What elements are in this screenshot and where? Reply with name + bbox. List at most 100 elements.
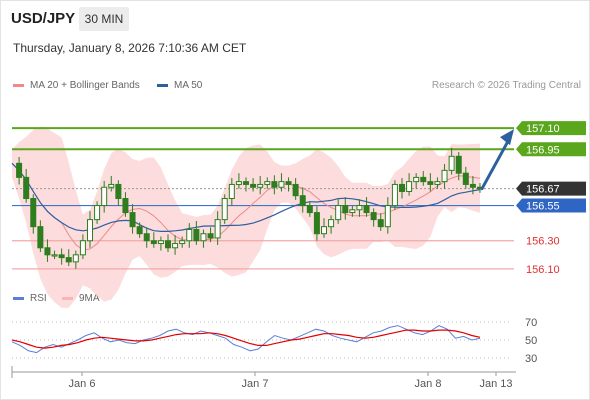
candle-body-12	[94, 205, 101, 221]
level-tag-156.55	[516, 198, 586, 213]
candle-body-7	[58, 254, 65, 259]
candle-body-63	[455, 155, 462, 174]
candle-body-9	[72, 254, 79, 263]
rsi-ma-line	[11, 329, 481, 349]
candle-body-58	[420, 176, 427, 183]
candle-body-56	[406, 181, 413, 192]
candle-body-52	[377, 219, 384, 228]
candle-body-53	[384, 205, 391, 228]
candle-body-29	[214, 219, 221, 239]
candle-body-30	[221, 198, 228, 221]
candle-body-15	[115, 183, 122, 200]
candle-body-26	[193, 228, 200, 242]
candle-body-40	[292, 183, 299, 197]
candle-body-61	[441, 169, 448, 183]
level-label-156.55: 156.55	[526, 201, 560, 213]
candle-body-25	[186, 228, 193, 242]
candle-body-46	[335, 205, 342, 221]
rsi-level-label-50: 50	[525, 335, 537, 347]
x-tick-label-2: Jan 8	[415, 378, 442, 390]
x-tick-label-0: Jan 6	[69, 378, 96, 390]
legend-ma20: MA 20 + Bollinger Bands	[13, 80, 140, 91]
candle-body-6	[51, 254, 58, 257]
candle-body-24	[179, 240, 186, 245]
datetime-label: Thursday, January 8, 2026 7:10:36 AM CET	[13, 41, 247, 55]
candle-body-47	[342, 205, 349, 214]
rsi-line	[11, 325, 481, 354]
legend-rsi-swatch	[13, 296, 24, 300]
forecast-arrow-head	[500, 129, 514, 146]
legend-ma50-swatch	[157, 83, 168, 87]
candle-body-35	[257, 183, 264, 188]
level-label-156.30: 156.30	[526, 236, 560, 248]
candle-body-50	[363, 205, 370, 214]
candle-body-19	[143, 233, 150, 242]
candle-body-51	[370, 212, 377, 221]
legend-rsi-label: RSI	[30, 293, 47, 304]
legend-ma50-label: MA 50	[174, 80, 203, 91]
candle-body-20	[150, 240, 157, 245]
candle-body-48	[349, 209, 356, 214]
candle-body-64	[462, 172, 469, 185]
candle-body-27	[200, 233, 207, 242]
legend-rsi: RSI	[13, 293, 47, 304]
candle-body-34	[250, 183, 257, 188]
candle-body-10	[79, 240, 86, 256]
level-tag-156.95	[516, 142, 586, 157]
credit-text: Research © 2026 Trading Central	[431, 80, 581, 91]
level-label-156.67: 156.67	[526, 184, 560, 196]
candle-body-36	[264, 181, 271, 185]
legend-ma20-swatch	[13, 83, 24, 87]
candle-body-21	[157, 240, 164, 245]
bollinger-band	[12, 126, 480, 308]
candle-body-1	[16, 162, 23, 178]
rsi-level-label-30: 30	[525, 353, 537, 365]
candle-body-4	[37, 226, 44, 249]
legend-ma50: MA 50	[157, 80, 202, 91]
candle-body-37	[271, 181, 278, 188]
candle-body-38	[278, 181, 285, 188]
candle-body-14	[108, 183, 115, 188]
level-label-156.95: 156.95	[526, 144, 560, 156]
candle-body-11	[87, 219, 93, 242]
candle-body-45	[328, 219, 335, 228]
candle-body-62	[448, 155, 455, 171]
candle-body-23	[172, 243, 179, 249]
candle-body-44	[321, 226, 327, 235]
candle-body-2	[23, 176, 30, 200]
candle-body-8	[65, 257, 72, 263]
candle-body-60	[434, 181, 441, 185]
candle-body-13	[101, 186, 108, 207]
candle-body-41	[299, 195, 306, 207]
candle-body-5	[44, 247, 51, 256]
legend-ma20-label: MA 20 + Bollinger Bands	[30, 80, 140, 91]
candle-body-16	[122, 198, 129, 214]
candle-body-59	[427, 181, 434, 185]
rsi-level-label-70: 70	[525, 317, 537, 329]
candle-body-49	[356, 205, 363, 211]
candle-body-42	[306, 205, 313, 214]
forecast-arrow-shaft	[480, 139, 510, 191]
candle-body-33	[243, 181, 249, 185]
candle-body-17	[129, 212, 136, 228]
level-label-156.10: 156.10	[526, 264, 560, 276]
candle-body-57	[413, 176, 420, 183]
candle-body-55	[399, 183, 405, 192]
candle-body-22	[165, 240, 171, 249]
symbol-title: USD/JPY	[11, 10, 76, 27]
level-tag-157.10	[516, 121, 586, 136]
candle-body-28	[207, 233, 214, 239]
candle-body-39	[285, 181, 292, 185]
timeframe-button[interactable]: 30 MIN	[79, 7, 129, 31]
level-label-157.10: 157.10	[526, 123, 560, 135]
candle-body-32	[235, 181, 242, 185]
x-tick-label-3: Jan 13	[479, 378, 512, 390]
candle-body-43	[313, 212, 320, 235]
candle-body-3	[30, 198, 37, 228]
candle-body-31	[228, 183, 235, 200]
candle-body-18	[136, 226, 143, 235]
level-tag-156.67	[516, 181, 586, 196]
x-tick-label-1: Jan 7	[242, 378, 269, 390]
candle-body-54	[391, 183, 398, 207]
